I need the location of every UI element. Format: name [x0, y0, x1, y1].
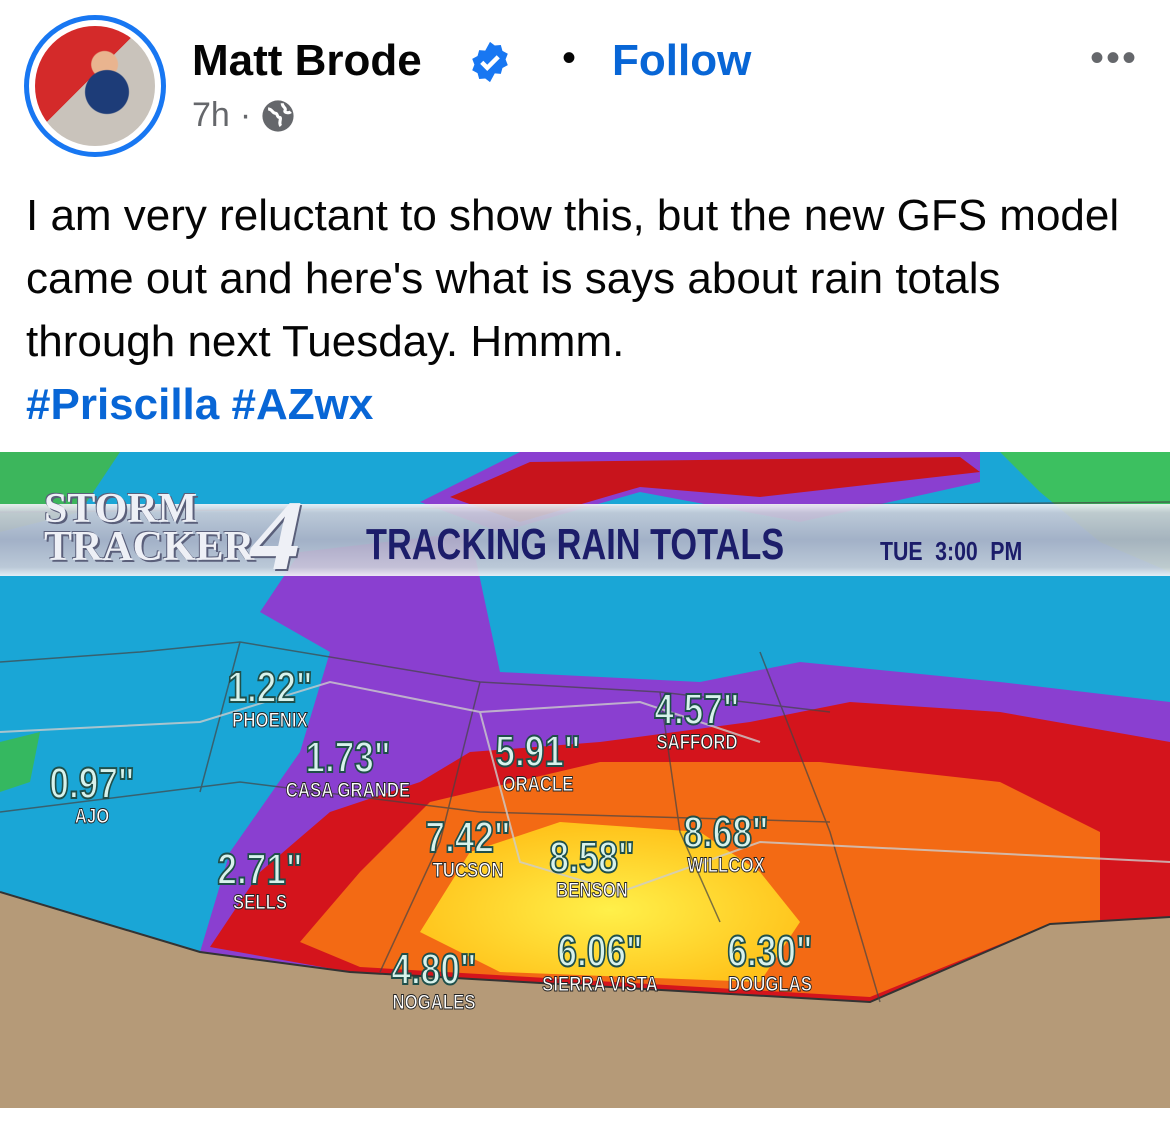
post-text: I am very reluctant to show this, but th…	[26, 184, 1146, 436]
graphic-time: TUE 3:00 PM	[880, 536, 1023, 566]
rain-totals-map[interactable]: STORM TRACKER 4 TRACKING RAIN TOTALS TUE …	[0, 452, 1170, 1108]
location-label: 6.06" SIERRA VISTA	[542, 927, 659, 997]
author-name[interactable]: Matt Brode	[192, 36, 422, 85]
location-label: 8.58" BENSON	[549, 833, 636, 903]
location-label: 1.22" PHOENIX	[227, 663, 314, 733]
location-label: 4.80" NOGALES	[391, 945, 478, 1015]
verified-badge-icon	[472, 41, 508, 83]
hashtag-azwx[interactable]: #AZwx	[231, 380, 374, 429]
meta-separator: ·	[239, 96, 252, 134]
more-icon[interactable]: •••	[1090, 36, 1139, 80]
location-label: 8.68" WILLCOX	[683, 808, 770, 878]
location-label: 1.73" CASA GRANDE	[285, 733, 411, 803]
location-label: 4.57" SAFFORD	[654, 685, 741, 755]
post-meta: 7h ·	[192, 96, 295, 135]
location-label: 5.91" ORACLE	[495, 727, 582, 797]
graphic-banner	[0, 504, 1170, 576]
map-background	[0, 452, 1170, 1108]
avatar[interactable]	[24, 15, 166, 157]
avatar-photo	[35, 26, 155, 146]
follow-button[interactable]: Follow	[612, 36, 752, 85]
location-label: 6.30" DOUGLAS	[727, 927, 814, 997]
location-label: 7.42" TUCSON	[425, 813, 512, 883]
post-time[interactable]: 7h	[192, 96, 230, 134]
hashtag-priscilla[interactable]: #Priscilla	[26, 380, 220, 429]
location-label: 0.97" AJO	[49, 759, 136, 829]
globe-icon	[262, 99, 294, 132]
graphic-title: TRACKING RAIN TOTALS	[366, 520, 785, 569]
location-label: 2.71" SELLS	[217, 845, 304, 915]
post-body: I am very reluctant to show this, but th…	[26, 191, 1120, 366]
separator-dot: •	[562, 36, 577, 80]
storm-tracker-logo: STORM TRACKER	[44, 486, 255, 570]
